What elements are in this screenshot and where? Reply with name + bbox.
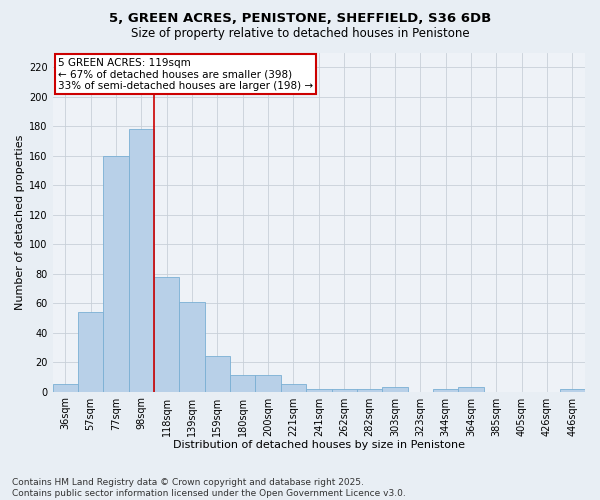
Bar xyxy=(78,312,103,392)
Bar xyxy=(154,276,179,392)
Bar xyxy=(103,156,129,392)
Bar xyxy=(458,387,484,392)
Text: 5, GREEN ACRES, PENISTONE, SHEFFIELD, S36 6DB: 5, GREEN ACRES, PENISTONE, SHEFFIELD, S3… xyxy=(109,12,491,26)
Text: Size of property relative to detached houses in Penistone: Size of property relative to detached ho… xyxy=(131,28,469,40)
Bar xyxy=(560,388,585,392)
Bar xyxy=(332,388,357,392)
Bar xyxy=(205,356,230,392)
Text: 5 GREEN ACRES: 119sqm
← 67% of detached houses are smaller (398)
33% of semi-det: 5 GREEN ACRES: 119sqm ← 67% of detached … xyxy=(58,58,313,91)
Bar xyxy=(53,384,78,392)
Bar xyxy=(306,388,332,392)
Bar xyxy=(281,384,306,392)
X-axis label: Distribution of detached houses by size in Penistone: Distribution of detached houses by size … xyxy=(173,440,465,450)
Y-axis label: Number of detached properties: Number of detached properties xyxy=(15,134,25,310)
Bar xyxy=(256,376,281,392)
Bar xyxy=(129,129,154,392)
Bar xyxy=(357,388,382,392)
Bar xyxy=(179,302,205,392)
Bar xyxy=(230,376,256,392)
Text: Contains HM Land Registry data © Crown copyright and database right 2025.
Contai: Contains HM Land Registry data © Crown c… xyxy=(12,478,406,498)
Bar xyxy=(382,387,407,392)
Bar xyxy=(433,388,458,392)
